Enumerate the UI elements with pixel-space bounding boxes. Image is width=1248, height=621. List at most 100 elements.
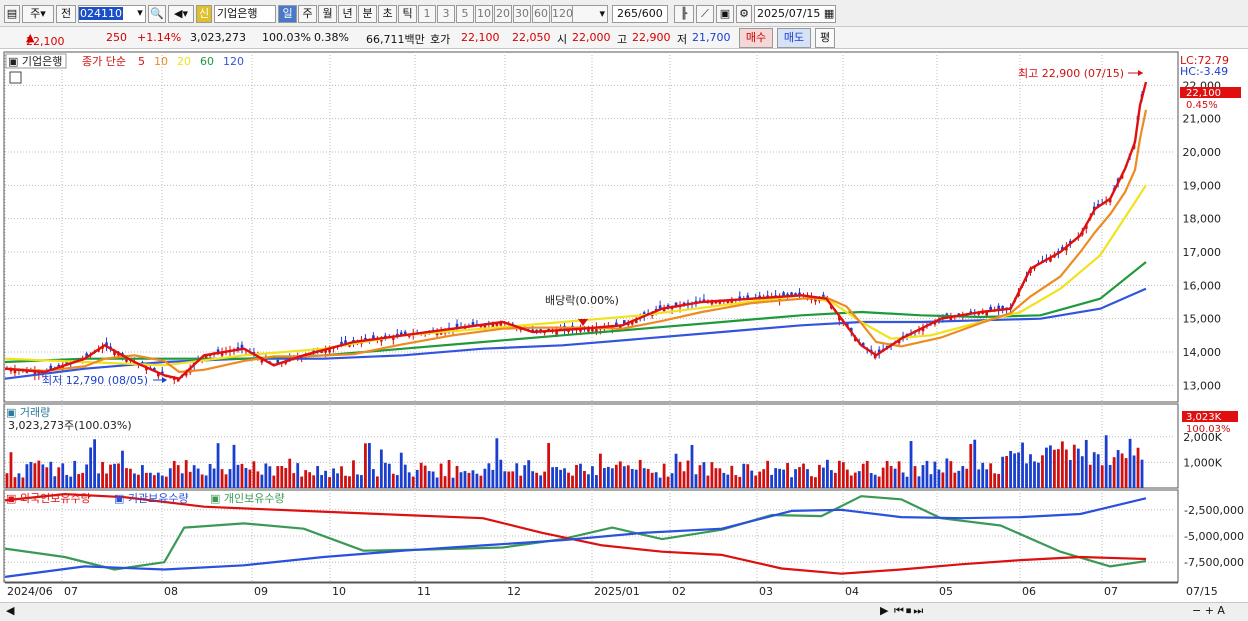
- nav-icons[interactable]: ⏮⏹⏭: [894, 604, 926, 617]
- volume-bar: [121, 450, 124, 488]
- x-tick-6: 12: [507, 585, 521, 598]
- draw-tool-icon[interactable]: ⟋: [696, 5, 714, 23]
- high-label: 고: [617, 33, 628, 46]
- scroll-bar[interactable]: ◀ ▶ ⏮⏹⏭ − + A: [0, 602, 1248, 621]
- volume-bar: [288, 458, 292, 488]
- volume-bar: [953, 472, 957, 488]
- candle-type-icon[interactable]: ╟: [674, 5, 694, 23]
- volume-bar: [1092, 452, 1096, 488]
- prev-button[interactable]: 전: [56, 5, 76, 23]
- count-field[interactable]: 265/600: [612, 5, 668, 23]
- volume-bar: [431, 471, 435, 488]
- price-tick-1: 21,000: [1183, 113, 1222, 126]
- market-select[interactable]: 주▾: [22, 5, 54, 23]
- period-tab-0[interactable]: 일: [278, 5, 297, 23]
- interval-button-3[interactable]: 3: [437, 5, 455, 23]
- candle-body: [324, 349, 327, 353]
- volume-bar: [630, 468, 634, 488]
- interval-button-20[interactable]: 20: [494, 5, 512, 23]
- turnover: 0.38%: [314, 31, 349, 44]
- scroll-left-icon[interactable]: ◀: [6, 604, 15, 617]
- scroll-right-icon[interactable]: ▶: [880, 604, 889, 617]
- volume-bar: [1033, 461, 1036, 488]
- volume-bar: [491, 469, 495, 488]
- candle-body: [746, 295, 750, 299]
- volume-bar: [212, 468, 216, 488]
- period-tab-2[interactable]: 월: [318, 5, 337, 23]
- interval-custom-select[interactable]: ▾: [572, 5, 608, 23]
- volume-bar: [403, 464, 407, 488]
- volume-bar: [666, 476, 670, 488]
- volume-bar: [196, 468, 200, 488]
- ask-label: 호가: [430, 33, 451, 46]
- stock-code-input[interactable]: 024110: [78, 5, 146, 23]
- save-icon[interactable]: ▣: [716, 5, 734, 23]
- interval-button-60[interactable]: 60: [532, 5, 550, 23]
- high-annotation: 최고 22,900 (07/15): [1018, 67, 1124, 80]
- eval-button[interactable]: 평: [815, 28, 835, 48]
- volume-bar: [276, 466, 280, 488]
- low-arrow-head: [162, 377, 167, 383]
- interval-button-10[interactable]: 10: [475, 5, 493, 23]
- interval-button-30[interactable]: 30: [513, 5, 531, 23]
- low-label: 저: [677, 33, 688, 46]
- sell-button[interactable]: 매도: [777, 28, 811, 48]
- volume-bar: [109, 464, 112, 488]
- volume-bar: [726, 474, 730, 488]
- buy-button[interactable]: 매수: [739, 28, 773, 48]
- volume-title: ▣ 거래량: [6, 406, 50, 419]
- settings-icon[interactable]: ⚙: [736, 5, 752, 23]
- stock-name-field[interactable]: 기업은행: [214, 5, 276, 23]
- volume-bar: [961, 466, 965, 488]
- volume-bar: [316, 466, 320, 488]
- period-tab-5[interactable]: 초: [378, 5, 397, 23]
- menu-icon[interactable]: ▤: [4, 5, 20, 23]
- holding-legend-0: ▣ 외국인보유수량: [6, 492, 91, 505]
- candle-body: [403, 331, 407, 336]
- holding-legend-2: ▣ 개인보유수량: [210, 492, 285, 505]
- volume-bar: [563, 468, 566, 488]
- volume-bar: [248, 469, 252, 488]
- search-icon[interactable]: 🔍: [148, 5, 166, 23]
- volume-bar: [969, 444, 973, 488]
- candle-body: [921, 327, 925, 332]
- volume-bar: [782, 469, 785, 488]
- period-tab-4[interactable]: 분: [358, 5, 377, 23]
- price-tick-6: 16,000: [1183, 279, 1222, 292]
- volume-bar: [172, 460, 176, 488]
- zoom-icons[interactable]: − + A: [1192, 604, 1225, 617]
- volume-bar: [1104, 435, 1108, 488]
- volume-bar: [467, 472, 471, 488]
- date-field[interactable]: 2025/07/15 ▦: [754, 5, 836, 23]
- speaker-icon[interactable]: ◀▾: [168, 5, 194, 23]
- volume-bar: [268, 466, 272, 488]
- period-tab-3[interactable]: 년: [338, 5, 357, 23]
- interval-button-120[interactable]: 120: [551, 5, 573, 23]
- period-tab-1[interactable]: 주: [298, 5, 317, 23]
- volume-bar: [634, 469, 638, 488]
- volume-bar: [869, 473, 873, 488]
- price-tick-8: 14,000: [1183, 346, 1222, 359]
- volume-bar: [857, 471, 861, 488]
- volume-bar: [364, 443, 367, 488]
- volume-tick-1: 1,000K: [1183, 456, 1222, 469]
- volume-bar: [754, 475, 758, 488]
- period-tab-6[interactable]: 틱: [398, 5, 417, 23]
- interval-button-5[interactable]: 5: [456, 5, 474, 23]
- volume-bar: [957, 470, 961, 488]
- candle-body: [790, 292, 793, 296]
- volume-summary: 3,023,273주(100.03%): [8, 419, 132, 432]
- x-tick-10: 04: [845, 585, 859, 598]
- volume-bar: [17, 473, 21, 488]
- interval-button-1[interactable]: 1: [418, 5, 436, 23]
- volume-bar: [65, 474, 69, 488]
- candle-body: [782, 292, 785, 297]
- volume-bar: [515, 463, 519, 488]
- volume-bar: [208, 463, 212, 488]
- volume-bar: [1056, 449, 1060, 488]
- volume-bar: [1084, 439, 1088, 488]
- retail-holding-line: [4, 495, 1147, 571]
- dropdown-icon[interactable]: ▾: [137, 6, 143, 19]
- volume-bar: [324, 470, 327, 488]
- volume-bar: [168, 468, 172, 488]
